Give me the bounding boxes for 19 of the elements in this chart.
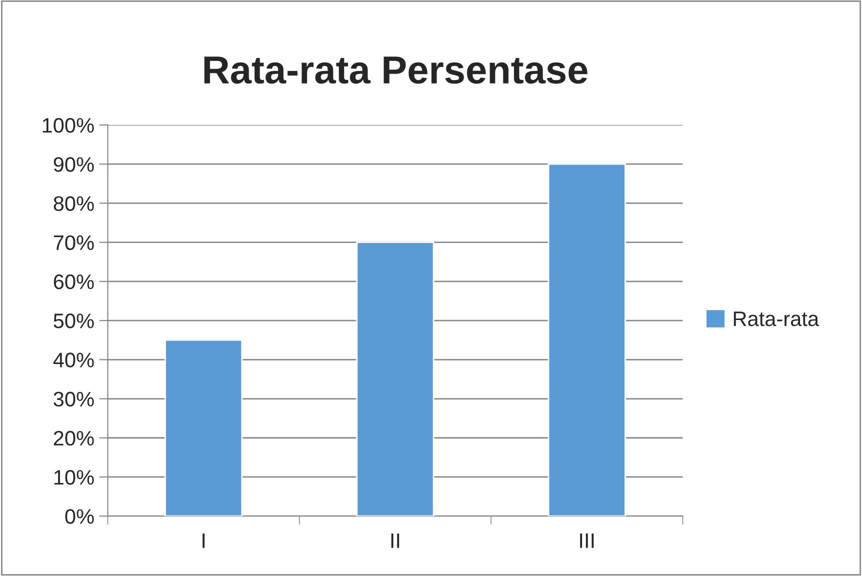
x-tick-label: II bbox=[391, 534, 400, 548]
y-tick-label: 30% bbox=[54, 392, 94, 407]
bar bbox=[548, 163, 626, 516]
y-tick-label: 50% bbox=[54, 314, 94, 328]
y-tick-label: 40% bbox=[53, 352, 94, 368]
y-tick-label: 90% bbox=[54, 157, 94, 172]
y-tick-label: 10% bbox=[54, 470, 94, 485]
x-tick-label: I bbox=[202, 534, 205, 548]
y-tick-label: 100% bbox=[42, 118, 94, 133]
bar bbox=[164, 339, 243, 516]
x-tick-label: III bbox=[580, 534, 594, 548]
y-tick-label: 0% bbox=[65, 509, 94, 524]
y-tick-label: 80% bbox=[54, 196, 94, 211]
y-tick-label: 20% bbox=[54, 430, 94, 446]
bar bbox=[356, 242, 434, 516]
y-tick-label: 60% bbox=[54, 274, 94, 290]
legend-label: Rata-rata bbox=[734, 312, 820, 326]
y-tick-label: 70% bbox=[54, 235, 94, 250]
chart-title: Rata-rata Persentase bbox=[204, 56, 588, 84]
